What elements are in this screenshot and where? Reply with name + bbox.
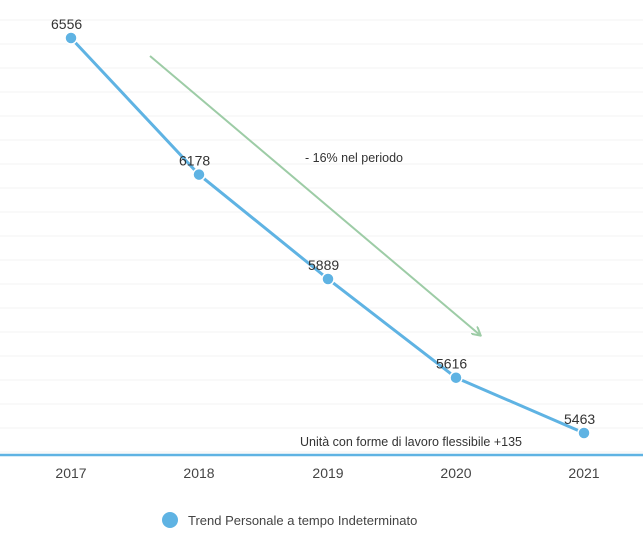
trend-annotation: - 16% nel periodo bbox=[305, 151, 403, 165]
data-point bbox=[449, 370, 463, 385]
data-label: 5616 bbox=[436, 356, 467, 372]
data-label: 5889 bbox=[308, 257, 339, 273]
data-point bbox=[64, 31, 78, 45]
x-tick-label: 2017 bbox=[55, 465, 86, 481]
flexible-work-note: Unità con forme di lavoro flessibile +13… bbox=[300, 435, 522, 449]
data-point bbox=[192, 167, 206, 182]
legend-marker bbox=[162, 512, 178, 528]
data-label: 5463 bbox=[564, 411, 595, 427]
data-point bbox=[577, 426, 591, 440]
x-tick-label: 2018 bbox=[183, 465, 214, 481]
data-point bbox=[321, 272, 335, 286]
grid-lines bbox=[0, 19, 643, 453]
legend-label: Trend Personale a tempo Indeterminato bbox=[188, 512, 418, 528]
x-tick-label: 2020 bbox=[440, 465, 471, 481]
data-label: 6178 bbox=[179, 153, 210, 169]
trend-arrow bbox=[149, 55, 480, 335]
x-tick-label: 2021 bbox=[568, 465, 599, 481]
x-tick-label: 2019 bbox=[312, 465, 343, 481]
data-label: 6556 bbox=[51, 16, 82, 32]
legend: Trend Personale a tempo Indeterminato bbox=[162, 512, 417, 528]
